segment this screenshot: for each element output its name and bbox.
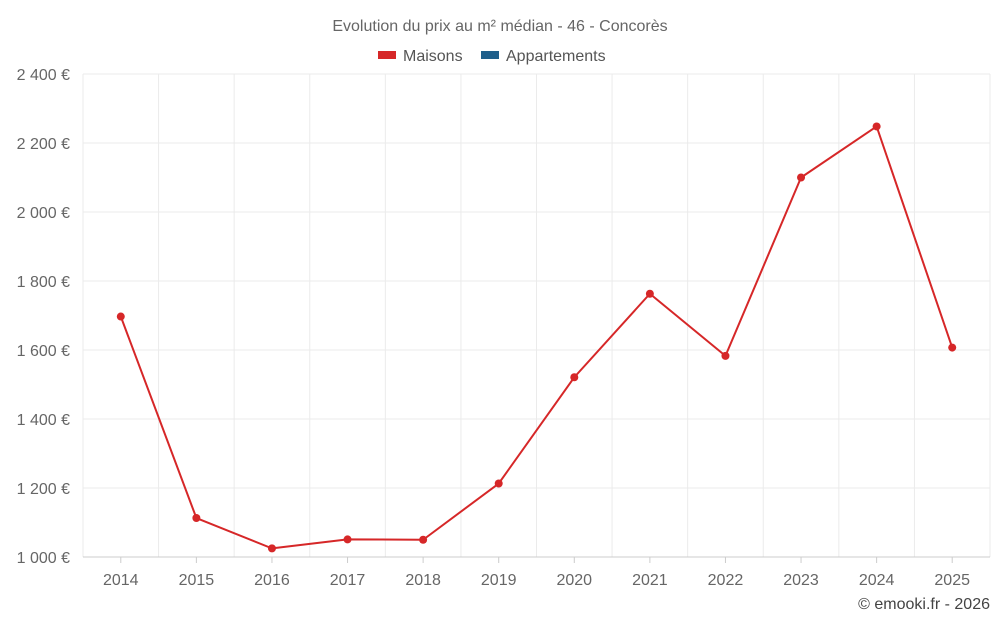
data-point-maisons-2014[interactable]: [116, 312, 125, 321]
data-point-maisons-2018[interactable]: [419, 535, 428, 544]
legend-label-appartements: Appartements: [506, 48, 606, 65]
legend-item-appartements[interactable]: Appartements: [481, 48, 606, 65]
x-tick-label: 2024: [859, 572, 895, 589]
y-tick-label: 2 000 €: [17, 205, 70, 222]
legend-item-maisons[interactable]: Maisons: [378, 48, 463, 65]
x-tick-label: 2023: [783, 572, 819, 589]
legend-swatch-maisons: [378, 51, 396, 59]
legend: Maisons Appartements: [378, 48, 606, 65]
data-point-maisons-2024[interactable]: [872, 122, 881, 131]
x-tick-label: 2018: [405, 572, 441, 589]
y-tick-label: 1 600 €: [17, 343, 70, 360]
data-point-maisons-2020[interactable]: [570, 373, 579, 382]
credit-text: © emooki.fr - 2026: [858, 596, 990, 613]
x-tick-label: 2021: [632, 572, 668, 589]
series-line-maisons: [119, 125, 954, 550]
x-tick-label: 2015: [179, 572, 215, 589]
data-point-maisons-2017[interactable]: [343, 535, 352, 544]
series-layer: [116, 122, 957, 553]
data-point-maisons-2021[interactable]: [645, 289, 654, 298]
grid-layer: [82, 73, 991, 557]
axis-layer: 1 000 € 1 200 € 1 400 € 1 600 € 1 800 € 2 000…: [17, 67, 990, 589]
chart-title: Evolution du prix au m² médian - 46 - Co…: [332, 18, 667, 35]
data-point-maisons-2023[interactable]: [797, 173, 806, 182]
x-tick-label: 2022: [708, 572, 744, 589]
data-point-maisons-2015[interactable]: [192, 514, 201, 523]
y-tick-label: 2 400 €: [17, 67, 70, 84]
x-tick-label: 2014: [103, 572, 139, 589]
y-tick-label: 1 200 €: [17, 481, 70, 498]
x-tick-label: 2016: [254, 572, 290, 589]
data-point-maisons-2022[interactable]: [721, 351, 730, 360]
y-tick-label: 1 800 €: [17, 274, 70, 291]
y-tick-label: 2 200 €: [17, 136, 70, 153]
x-tick-label: 2019: [481, 572, 517, 589]
y-tick-label: 1 400 €: [17, 412, 70, 429]
data-point-maisons-2019[interactable]: [494, 479, 503, 488]
x-tick-label: 2020: [556, 572, 592, 589]
legend-swatch-appartements: [481, 51, 499, 59]
data-point-maisons-2016[interactable]: [267, 544, 276, 553]
x-tick-label: 2017: [330, 572, 366, 589]
legend-label-maisons: Maisons: [403, 48, 463, 65]
data-point-maisons-2025[interactable]: [948, 343, 957, 352]
y-tick-label: 1 000 €: [17, 550, 70, 567]
x-tick-label: 2025: [934, 572, 970, 589]
